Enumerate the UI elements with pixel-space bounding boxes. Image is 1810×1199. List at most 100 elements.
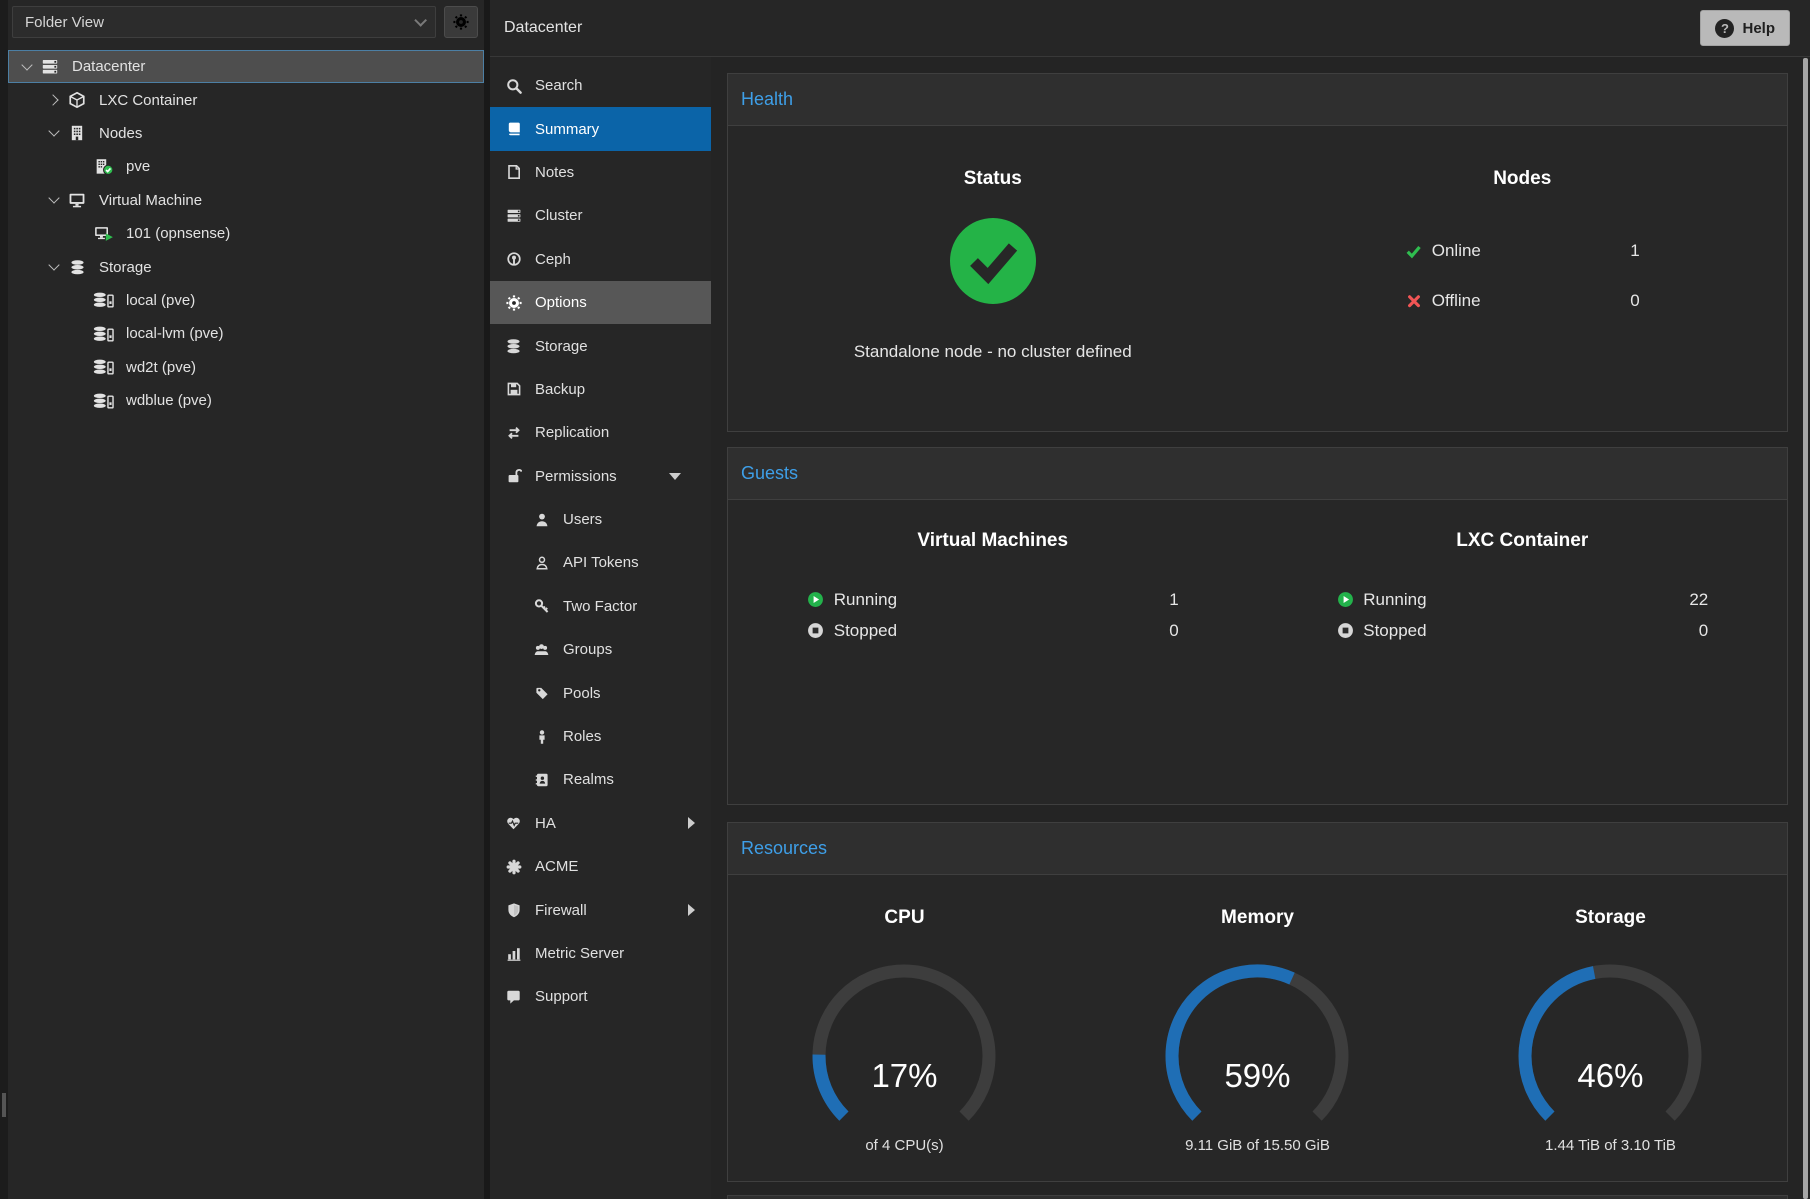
tree-item-lxc-container[interactable]: LXC Container (8, 83, 484, 116)
tree-item-wdblue-pve[interactable]: wdblue (pve) (8, 384, 484, 417)
tree-item-local-pve[interactable]: local (pve) (8, 284, 484, 317)
lxc-cube-icon (63, 91, 91, 109)
building-icon (63, 124, 91, 142)
menu-item-storage[interactable]: Storage (490, 324, 711, 367)
tree-item-label: Datacenter (72, 58, 145, 75)
menu-item-groups[interactable]: Groups (490, 628, 711, 671)
shield-icon (505, 902, 522, 918)
gauge-sublabel: 1.44 TiB of 3.10 TiB (1545, 1137, 1676, 1154)
caret-right-icon (688, 904, 695, 916)
vm-row-stopped: Stopped 0 (807, 615, 1179, 646)
chevron-down-icon[interactable] (47, 192, 63, 208)
resources-panel-title: Resources (728, 823, 1787, 875)
menu-item-options[interactable]: Options (490, 281, 711, 324)
gauge-chart: 59% (1137, 961, 1377, 1131)
menu-item-ha[interactable]: HA (490, 802, 711, 845)
menu-item-notes[interactable]: Notes (490, 151, 711, 194)
chevron-down-icon[interactable] (20, 59, 36, 75)
menu-item-realms[interactable]: Realms (490, 758, 711, 801)
menu-item-search[interactable]: Search (490, 64, 711, 107)
menu-item-users[interactable]: Users (490, 498, 711, 541)
play-circle-icon (807, 591, 825, 608)
caret-spacer (74, 326, 90, 342)
guests-body: Virtual Machines Running1Stopped0 LXC Co… (728, 500, 1787, 646)
lxc-row-running: Running22 (1336, 584, 1708, 615)
tree-item-label: LXC Container (99, 92, 197, 109)
node-online-icon (90, 158, 118, 176)
vm-row-running: Running1 (807, 584, 1179, 615)
menu-item-ceph[interactable]: Ceph (490, 238, 711, 281)
resource-tree: Datacenter LXC Container Nodespve Virtual M… (8, 44, 484, 1199)
chevron-down-icon[interactable] (47, 259, 63, 275)
backup-icon (505, 381, 522, 397)
menu-item-label: Summary (535, 121, 599, 138)
menu-item-label: Backup (535, 381, 585, 398)
proxmox-app: Folder View Datacenter LXC Container Nodes… (0, 0, 1810, 1199)
lxc-label: Stopped (1363, 621, 1426, 641)
view-mode-select[interactable]: Folder View (12, 6, 436, 38)
tree-item-local-lvm-pve[interactable]: local-lvm (pve) (8, 317, 484, 350)
storage-drive-icon (90, 358, 118, 376)
datacenter-icon (36, 58, 64, 76)
menu-item-pools[interactable]: Pools (490, 671, 711, 714)
vm-value: 0 (1169, 621, 1178, 641)
monitor-icon (63, 191, 91, 209)
menu-item-replication[interactable]: Replication (490, 411, 711, 454)
menu-item-support[interactable]: Support (490, 975, 711, 1018)
tree-item-label: 101 (opnsense) (126, 225, 230, 242)
tree-item-nodes[interactable]: Nodes (8, 117, 484, 150)
tree-item-storage[interactable]: Storage (8, 250, 484, 283)
tree-item-wd2t-pve[interactable]: wd2t (pve) (8, 351, 484, 384)
heartbeat-icon (505, 815, 522, 831)
menu-item-api-tokens[interactable]: API Tokens (490, 541, 711, 584)
question-circle-icon: ? (1715, 19, 1734, 38)
menu-item-cluster[interactable]: Cluster (490, 194, 711, 237)
tree-item-pve[interactable]: pve (8, 150, 484, 183)
left-edge-strip (0, 0, 8, 1199)
gauge-title: CPU (884, 907, 924, 929)
status-message: Standalone node - no cluster defined (854, 342, 1132, 362)
storage-drive-icon (90, 325, 118, 343)
splitter-handle[interactable] (2, 1093, 6, 1117)
nodes-row-offline: Offline0 (1405, 276, 1640, 326)
tree-item-label: Virtual Machine (99, 192, 202, 209)
storage-drive-icon (90, 291, 118, 309)
nodes-table: Online1Offline0 (1405, 226, 1640, 326)
menu-item-summary[interactable]: Summary (490, 107, 711, 150)
replication-icon (505, 425, 522, 441)
ceph-icon (505, 251, 522, 267)
gauge-percent: 59% (1137, 1057, 1377, 1095)
vertical-scrollbar[interactable] (1803, 58, 1808, 1199)
caret-spacer (74, 226, 90, 242)
menu-item-acme[interactable]: ACME (490, 845, 711, 888)
vm-label: Stopped (834, 621, 897, 641)
tree-item-101-opnsense[interactable]: 101 (opnsense) (8, 217, 484, 250)
help-button[interactable]: ? Help (1700, 10, 1790, 46)
resource-tree-panel: Folder View Datacenter LXC Container Nodes… (8, 0, 484, 1199)
chevron-down-icon[interactable] (47, 125, 63, 141)
tree-item-virtual-machine[interactable]: Virtual Machine (8, 184, 484, 217)
menu-item-permissions[interactable]: Permissions (490, 455, 711, 498)
tree-item-label: local (pve) (126, 292, 195, 309)
lxc-table: Running22Stopped0 (1336, 584, 1708, 646)
note-icon (505, 164, 522, 180)
cross-icon (1405, 293, 1423, 309)
menu-item-backup[interactable]: Backup (490, 368, 711, 411)
address-book-icon (533, 772, 550, 788)
menu-item-two-factor[interactable]: Two Factor (490, 585, 711, 628)
menu-item-firewall[interactable]: Firewall (490, 888, 711, 931)
vm-value: 1 (1169, 590, 1178, 610)
nodes-value: 1 (1630, 241, 1639, 261)
menu-item-label: HA (535, 815, 556, 832)
gauge-title: Memory (1221, 907, 1294, 929)
chevron-right-icon[interactable] (47, 92, 63, 108)
check-icon (1405, 243, 1423, 259)
tree-item-datacenter[interactable]: Datacenter (8, 50, 484, 83)
menu-item-label: Support (535, 988, 588, 1005)
menu-item-metric-server[interactable]: Metric Server (490, 932, 711, 975)
menu-item-roles[interactable]: Roles (490, 715, 711, 758)
health-panel: Health Status Standalone node - no clust… (727, 73, 1788, 432)
menu-item-label: API Tokens (563, 554, 639, 571)
tree-settings-button[interactable] (444, 6, 478, 38)
right-region: Datacenter ? Help SearchSummaryNotesClus… (490, 0, 1810, 1199)
